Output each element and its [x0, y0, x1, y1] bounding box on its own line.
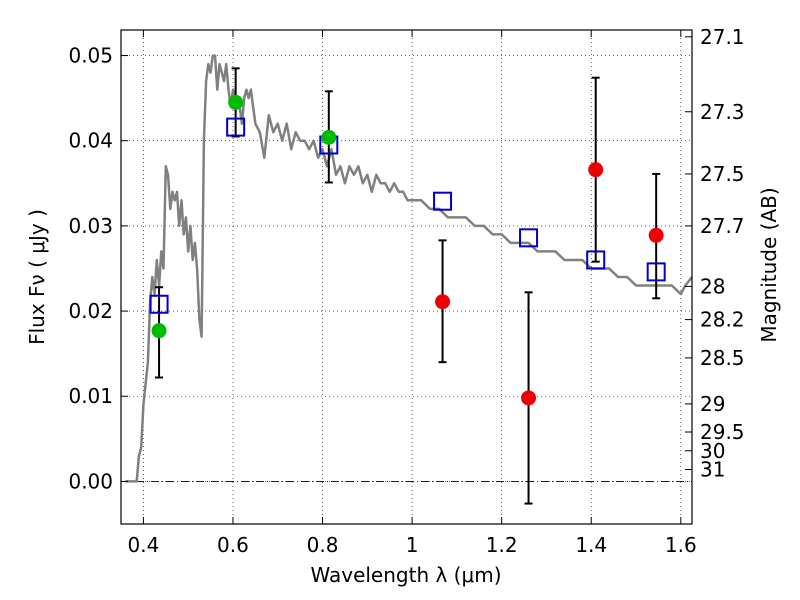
y-tick-label: 0.05 [68, 44, 113, 68]
y2-tick-label: 28.5 [700, 346, 745, 370]
y-tick-label: 0.03 [68, 214, 113, 238]
x-tick-label: 1.6 [665, 533, 697, 557]
model-photometry-square [519, 228, 539, 248]
observed-optical-point [228, 94, 244, 110]
y-axis-ticks: 0.00 0.01 0.02 0.03 0.04 0.05 [68, 44, 128, 493]
model-photometry-square [226, 117, 246, 137]
y2-axis-label: Magnitude (AB) [757, 187, 781, 342]
x-tick-label: 0.4 [127, 533, 159, 557]
observed-nir-point [648, 227, 664, 243]
x-tick-label: 1 [406, 533, 419, 557]
x-tick-label: 0.6 [217, 533, 249, 557]
observed-nir-point [435, 294, 451, 310]
sed-model-layer [125, 54, 693, 483]
x-tick-label: 1.4 [575, 533, 607, 557]
y2-tick-label: 30 [700, 439, 725, 463]
y-tick-label: 0.00 [68, 469, 113, 493]
y2-tick-label: 31 [700, 457, 725, 481]
y-tick-label: 0.04 [68, 129, 113, 153]
y2-tick-label: 29.5 [700, 420, 745, 444]
y2-tick-label: 28 [700, 274, 725, 298]
data-markers [149, 94, 666, 406]
plot-frame [120, 29, 693, 525]
grid [121, 30, 692, 524]
observed-nir-point [588, 162, 604, 178]
error-bars [155, 67, 661, 505]
model-photometry-square [586, 250, 606, 270]
y2-tick-label: 27.3 [700, 100, 745, 124]
x-tick-label: 0.8 [307, 533, 339, 557]
x-tick-label: 1.2 [486, 533, 518, 557]
observed-optical-point [321, 129, 337, 145]
y2-tick-label: 27.5 [700, 162, 745, 186]
y2-tick-label: 27.1 [700, 25, 745, 49]
x-axis-label: Wavelength λ (μm) [310, 563, 501, 587]
model-photometry-square [433, 191, 453, 211]
y2-tick-label: 28.2 [700, 308, 745, 332]
x-axis-ticks: 0.4 0.6 0.8 1 1.2 1.4 1.6 [127, 30, 697, 557]
model-photometry-square [149, 294, 169, 314]
y-tick-label: 0.01 [68, 384, 113, 408]
observed-nir-point [521, 390, 537, 406]
y-tick-label: 0.02 [68, 299, 113, 323]
y2-tick-label: 29 [700, 392, 725, 416]
y2-tick-label: 27.7 [700, 214, 745, 238]
y-axis-label: Flux Fν ( μJy ) [25, 209, 49, 345]
observed-optical-point [151, 323, 167, 339]
sed-model-curve [125, 54, 693, 483]
model-photometry-square [646, 262, 666, 282]
